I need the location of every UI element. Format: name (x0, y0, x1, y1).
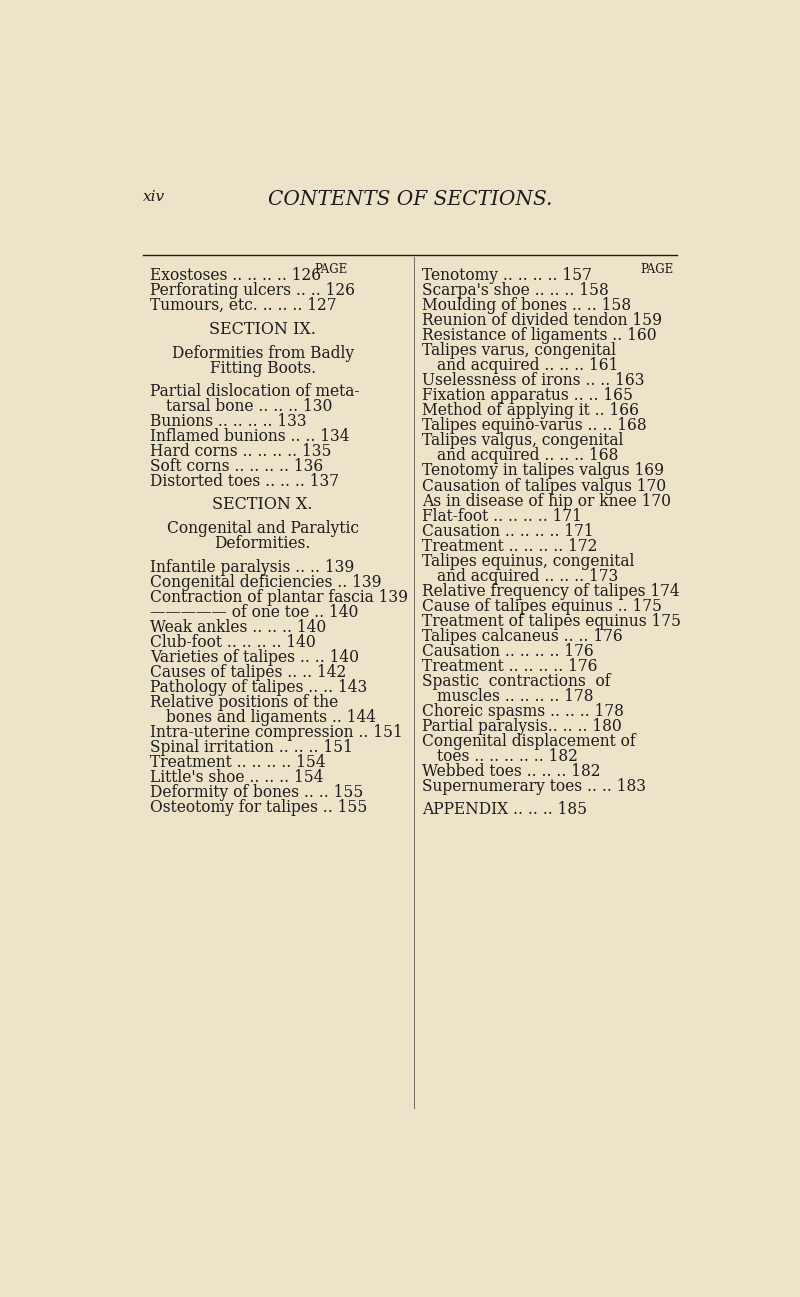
Text: SECTION IX.: SECTION IX. (210, 320, 316, 337)
Text: Spastic  contractions  of: Spastic contractions of (422, 673, 610, 690)
Text: Perforating ulcers .. .. 126: Perforating ulcers .. .. 126 (150, 283, 355, 300)
Text: Deformities from Badly: Deformities from Badly (172, 345, 354, 362)
Text: Intra-uterine compression .. 151: Intra-uterine compression .. 151 (150, 724, 403, 741)
Text: Causes of talipes .. .. 142: Causes of talipes .. .. 142 (150, 664, 346, 681)
Text: Relative frequency of talipes 174: Relative frequency of talipes 174 (422, 582, 679, 599)
Text: Choreic spasms .. .. .. 178: Choreic spasms .. .. .. 178 (422, 703, 623, 720)
Text: Cause of talipes equinus .. 175: Cause of talipes equinus .. 175 (422, 598, 662, 615)
Text: Talipes valgus, congenital: Talipes valgus, congenital (422, 432, 623, 450)
Text: Osteotomy for talipes .. 155: Osteotomy for talipes .. 155 (150, 799, 368, 816)
Text: APPENDIX .. .. .. 185: APPENDIX .. .. .. 185 (422, 802, 586, 818)
Text: Flat-foot .. .. .. .. 171: Flat-foot .. .. .. .. 171 (422, 507, 582, 524)
Text: CONTENTS OF SECTIONS.: CONTENTS OF SECTIONS. (268, 189, 552, 209)
Text: As in disease of hip or knee 170: As in disease of hip or knee 170 (422, 493, 670, 510)
Text: Pathology of talipes .. .. 143: Pathology of talipes .. .. 143 (150, 678, 368, 695)
Text: Method of applying it .. 166: Method of applying it .. 166 (422, 402, 638, 419)
Text: xiv: xiv (142, 189, 165, 204)
Text: Club-foot .. .. .. .. 140: Club-foot .. .. .. .. 140 (150, 634, 316, 651)
Text: Resistance of ligaments .. 160: Resistance of ligaments .. 160 (422, 327, 656, 344)
Text: Tenotomy .. .. .. .. 157: Tenotomy .. .. .. .. 157 (422, 267, 591, 284)
Text: Bunions .. .. .. .. 133: Bunions .. .. .. .. 133 (150, 412, 307, 429)
Text: Distorted toes .. .. .. 137: Distorted toes .. .. .. 137 (150, 473, 339, 490)
Text: Partial paralysis.. .. .. 180: Partial paralysis.. .. .. 180 (422, 717, 622, 734)
Text: Tenotomy in talipes valgus 169: Tenotomy in talipes valgus 169 (422, 463, 664, 480)
Text: Uselessness of irons .. .. 163: Uselessness of irons .. .. 163 (422, 372, 644, 389)
Text: Moulding of bones .. .. 158: Moulding of bones .. .. 158 (422, 297, 630, 314)
Text: Causation .. .. .. .. 176: Causation .. .. .. .. 176 (422, 643, 594, 660)
Text: Treatment .. .. .. .. 154: Treatment .. .. .. .. 154 (150, 754, 326, 770)
Text: Little's shoe .. .. .. 154: Little's shoe .. .. .. 154 (150, 769, 324, 786)
Text: Varieties of talipes .. .. 140: Varieties of talipes .. .. 140 (150, 648, 359, 665)
Text: Supernumerary toes .. .. 183: Supernumerary toes .. .. 183 (422, 778, 646, 795)
Text: Congenital deficiencies .. 139: Congenital deficiencies .. 139 (150, 573, 382, 590)
Text: Relative positions of the: Relative positions of the (150, 694, 338, 711)
Text: toes .. .. .. .. .. 182: toes .. .. .. .. .. 182 (437, 748, 578, 765)
Text: Partial dislocation of meta-: Partial dislocation of meta- (150, 383, 360, 399)
Text: Treatment .. .. .. .. 176: Treatment .. .. .. .. 176 (422, 658, 597, 674)
Text: Infantile paralysis .. .. 139: Infantile paralysis .. .. 139 (150, 559, 354, 576)
Text: Treatment of talipes equinus 175: Treatment of talipes equinus 175 (422, 612, 681, 629)
Text: Fitting Boots.: Fitting Boots. (210, 359, 316, 376)
Text: and acquired .. .. .. 168: and acquired .. .. .. 168 (437, 447, 618, 464)
Text: Talipes calcaneus .. .. 176: Talipes calcaneus .. .. 176 (422, 628, 622, 645)
Text: Webbed toes .. .. .. 182: Webbed toes .. .. .. 182 (422, 763, 600, 779)
Text: Soft corns .. .. .. .. 136: Soft corns .. .. .. .. 136 (150, 458, 324, 475)
Text: PAGE: PAGE (640, 263, 674, 276)
Text: Scarpa's shoe .. .. .. 158: Scarpa's shoe .. .. .. 158 (422, 283, 608, 300)
Text: Hard corns .. .. .. .. 135: Hard corns .. .. .. .. 135 (150, 444, 332, 460)
Text: Reunion of divided tendon 159: Reunion of divided tendon 159 (422, 313, 662, 329)
Text: Congenital and Paralytic: Congenital and Paralytic (166, 520, 358, 537)
Text: Deformity of bones .. .. 155: Deformity of bones .. .. 155 (150, 783, 364, 800)
Text: PAGE: PAGE (314, 263, 348, 276)
Text: ————— of one toe .. 140: ————— of one toe .. 140 (150, 603, 358, 621)
Text: Contraction of plantar fascia 139: Contraction of plantar fascia 139 (150, 589, 408, 606)
Text: SECTION X.: SECTION X. (213, 497, 313, 514)
Text: Talipes varus, congenital: Talipes varus, congenital (422, 342, 616, 359)
Text: Treatment .. .. .. .. 172: Treatment .. .. .. .. 172 (422, 537, 597, 555)
Text: bones and ligaments .. 144: bones and ligaments .. 144 (166, 708, 376, 726)
Text: Weak ankles .. .. .. 140: Weak ankles .. .. .. 140 (150, 619, 326, 636)
Text: Spinal irritation .. .. .. 151: Spinal irritation .. .. .. 151 (150, 739, 354, 756)
Text: Fixation apparatus .. .. 165: Fixation apparatus .. .. 165 (422, 388, 633, 405)
Text: Talipes equinus, congenital: Talipes equinus, congenital (422, 553, 634, 569)
Text: Congenital displacement of: Congenital displacement of (422, 733, 635, 750)
Text: Causation .. .. .. .. 171: Causation .. .. .. .. 171 (422, 523, 594, 540)
Text: Exostoses .. .. .. .. 126: Exostoses .. .. .. .. 126 (150, 267, 322, 284)
Text: Tumours, etc. .. .. .. 127: Tumours, etc. .. .. .. 127 (150, 297, 337, 314)
Text: Inflamed bunions .. .. 134: Inflamed bunions .. .. 134 (150, 428, 350, 445)
Text: tarsal bone .. .. .. 130: tarsal bone .. .. .. 130 (166, 398, 332, 415)
Text: muscles .. .. .. .. 178: muscles .. .. .. .. 178 (437, 687, 594, 704)
Text: and acquired .. .. .. 161: and acquired .. .. .. 161 (437, 358, 618, 375)
Text: Talipes equino-varus .. .. 168: Talipes equino-varus .. .. 168 (422, 418, 646, 434)
Text: Deformities.: Deformities. (214, 536, 311, 553)
Text: and acquired .. .. .. 173: and acquired .. .. .. 173 (437, 568, 618, 585)
Text: Causation of talipes valgus 170: Causation of talipes valgus 170 (422, 477, 666, 494)
